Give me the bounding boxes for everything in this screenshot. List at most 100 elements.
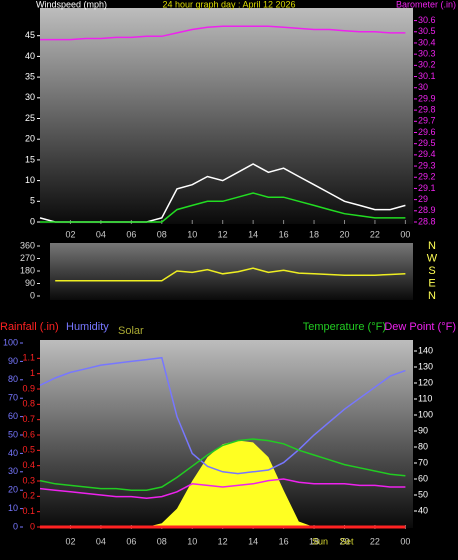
y2-tick-label: 100 bbox=[418, 409, 433, 419]
y-tick-label: 45 bbox=[25, 30, 35, 40]
series-line bbox=[55, 267, 406, 282]
x-tick-label: 16 bbox=[279, 536, 289, 546]
y-tick-label: 10 bbox=[25, 175, 35, 185]
y-tick-label: 40 bbox=[25, 51, 35, 61]
x-tick-label: 00 bbox=[400, 229, 410, 239]
y2-tick-label: 29.5 bbox=[418, 138, 436, 148]
y2-tick-label: 30.3 bbox=[418, 49, 436, 59]
y2-tick-label: 29.1 bbox=[418, 183, 436, 193]
x-tick-label: 02 bbox=[65, 229, 75, 239]
x-tick-label: 04 bbox=[96, 536, 106, 546]
y2-tick-label: 60 bbox=[418, 473, 428, 483]
legend-entry: Solar bbox=[118, 325, 144, 337]
y2-tick-label: 30.2 bbox=[418, 60, 436, 70]
x-tick-label: 04 bbox=[96, 229, 106, 239]
x-tick-label: 02 bbox=[65, 536, 75, 546]
y-tick-label: 0.6 bbox=[22, 429, 35, 439]
y-tick-label: 0.5 bbox=[22, 445, 35, 455]
y2-tick-label: 29 bbox=[418, 194, 428, 204]
humidity-tick-label: 70 bbox=[8, 393, 18, 403]
x-tick-label: 22 bbox=[370, 536, 380, 546]
y-label: Windspeed (mph) bbox=[36, 0, 107, 9]
y-tick-label: 1.1 bbox=[22, 353, 35, 363]
humidity-tick-label: 90 bbox=[8, 356, 18, 366]
series-line bbox=[40, 192, 406, 223]
x-tick-label: 20 bbox=[339, 229, 349, 239]
title: 24 hour graph day : April 12 2026 bbox=[162, 0, 295, 9]
y-tick-label: 35 bbox=[25, 71, 35, 81]
y2-tick-label: 120 bbox=[418, 377, 433, 387]
humidity-tick-label: 20 bbox=[8, 485, 18, 495]
legend-entry: Dew Point (°F) bbox=[384, 321, 456, 333]
humidity-tick-label: 60 bbox=[8, 411, 18, 421]
humidity-tick-label: 50 bbox=[8, 429, 18, 439]
y2-tick-label: 29.6 bbox=[418, 127, 436, 137]
x-tick-label: 10 bbox=[187, 536, 197, 546]
y2-tick-label: 80 bbox=[418, 441, 428, 451]
y-tick-label: 0 bbox=[30, 521, 35, 531]
y2-tick-label: 29.7 bbox=[418, 116, 436, 126]
humidity-tick-label: 10 bbox=[8, 503, 18, 513]
x-tick-label: 12 bbox=[218, 229, 228, 239]
y2-tick-label: 29.3 bbox=[418, 160, 436, 170]
x-tick-label: 00 bbox=[400, 536, 410, 546]
y2-tick-label: 50 bbox=[418, 489, 428, 499]
y2-tick-label: 30.4 bbox=[418, 37, 436, 47]
annotation: Set bbox=[340, 536, 354, 546]
humidity-tick-label: 40 bbox=[8, 448, 18, 458]
legend-entry: Temperature (°F) bbox=[303, 321, 386, 333]
y2-tick-label: 140 bbox=[418, 345, 433, 355]
series-line bbox=[39, 478, 406, 499]
y2-tick-label: 90 bbox=[418, 425, 428, 435]
x-tick-label: 20 bbox=[339, 536, 349, 546]
x-tick-label: 06 bbox=[126, 536, 136, 546]
y2-tick-label: 28.9 bbox=[418, 205, 436, 215]
x-tick-label: 14 bbox=[248, 229, 258, 239]
y2-tick-label: 29.9 bbox=[418, 93, 436, 103]
y2-tick-label: 30 bbox=[418, 82, 428, 92]
y2-tick-label: S bbox=[428, 265, 435, 277]
y2-tick-label: N bbox=[428, 240, 436, 252]
y-tick-label: 270 bbox=[20, 253, 35, 263]
y2-tick-label: 29.8 bbox=[418, 104, 436, 114]
y2-tick-label: 29.4 bbox=[418, 149, 436, 159]
x-tick-label: 22 bbox=[370, 229, 380, 239]
legend-entry: Humidity bbox=[66, 321, 109, 333]
x-tick-label: 12 bbox=[218, 536, 228, 546]
humidity-tick-label: 100 bbox=[3, 337, 18, 347]
x-tick-label: 18 bbox=[309, 536, 319, 546]
y-tick-label: 0.2 bbox=[22, 491, 35, 501]
y2-label: Barometer (.in) bbox=[396, 0, 456, 9]
y-tick-label: 90 bbox=[25, 278, 35, 288]
y2-tick-label: 28.8 bbox=[418, 216, 436, 226]
x-tick-label: 06 bbox=[126, 229, 136, 239]
y-tick-label: 30 bbox=[25, 92, 35, 102]
y2-tick-label: 30.6 bbox=[418, 15, 436, 25]
x-tick-label: 14 bbox=[248, 536, 258, 546]
y2-tick-label: 130 bbox=[418, 361, 433, 371]
y-tick-label: 15 bbox=[25, 154, 35, 164]
y2-tick-label: 29.2 bbox=[418, 172, 436, 182]
y2-tick-label: 110 bbox=[418, 393, 432, 403]
y2-tick-label: 70 bbox=[418, 457, 428, 467]
humidity-tick-label: 80 bbox=[8, 374, 18, 384]
y-tick-label: 25 bbox=[25, 113, 35, 123]
x-tick-label: 10 bbox=[187, 229, 197, 239]
y-tick-label: 20 bbox=[25, 134, 35, 144]
x-tick-label: 18 bbox=[309, 229, 319, 239]
y-tick-label: 0.7 bbox=[22, 414, 35, 424]
x-tick-label: 08 bbox=[157, 229, 167, 239]
series-line bbox=[39, 356, 406, 475]
solar-area bbox=[40, 440, 406, 527]
y-tick-label: 0.8 bbox=[22, 399, 35, 409]
y-tick-label: 0.1 bbox=[22, 506, 35, 516]
x-tick-label: 16 bbox=[279, 229, 289, 239]
y-tick-label: 360 bbox=[20, 240, 35, 250]
legend-entry: Rainfall (.in) bbox=[0, 321, 59, 333]
x-tick-label: 08 bbox=[157, 536, 167, 546]
y2-tick-label: 30.5 bbox=[418, 26, 436, 36]
y2-tick-label: 40 bbox=[418, 505, 428, 515]
annotation: Sun bbox=[312, 536, 328, 546]
y-tick-label: 0 bbox=[30, 290, 35, 300]
